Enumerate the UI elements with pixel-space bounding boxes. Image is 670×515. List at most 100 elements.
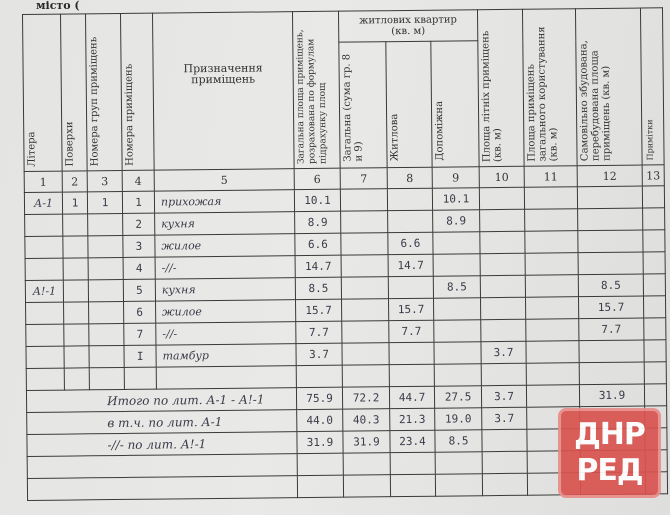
table-cell [63, 345, 90, 369]
table-cell: 6.6 [387, 232, 434, 255]
table-cell: 3 [122, 235, 156, 258]
table-cell: прихожая [154, 189, 295, 214]
totals-label [27, 475, 298, 501]
table-cell [644, 361, 667, 385]
table-cell [296, 365, 343, 388]
table-cell [433, 253, 481, 277]
header-unauthorized-area: Самовільно збудована, перебудована площа… [575, 8, 643, 166]
table-cell: -//- [155, 255, 296, 280]
totals-cell: 23.4 [389, 430, 436, 453]
table-cell [479, 231, 526, 254]
header-apartments-group: житлових квартир (кв. м) [338, 9, 478, 43]
table-cell: кухня [155, 277, 296, 302]
table-cell: 14.7 [295, 255, 342, 278]
header-total-area: Загальна площа приміщень, розрахована по… [292, 11, 341, 169]
column-number: 4 [122, 170, 155, 192]
table-cell [342, 364, 390, 388]
table-cell [88, 345, 125, 368]
table-cell: -//- [155, 321, 296, 346]
table-cell [24, 214, 63, 237]
column-number: 8 [387, 167, 433, 189]
table-cell [25, 324, 64, 347]
table-cell [88, 323, 124, 346]
totals-cell: 44.0 [296, 409, 343, 432]
column-number: 3 [87, 170, 123, 192]
table-cell: 5 [123, 279, 156, 302]
totals-cell: 8.5 [434, 429, 483, 453]
table-cell [62, 235, 89, 259]
column-number: 9 [432, 166, 480, 189]
table-cell [87, 213, 123, 236]
table-cell [577, 186, 643, 209]
table-cell [156, 365, 297, 390]
table-cell [577, 208, 643, 231]
table-cell: жилое [155, 299, 296, 324]
table-cell [88, 257, 124, 280]
table-cell: тамбур [155, 343, 297, 368]
table-cell: 7.7 [295, 321, 342, 344]
totals-label: в т.ч. по лит. А-1 [26, 409, 297, 435]
table-cell [480, 319, 526, 342]
table-cell: 10.1 [294, 189, 341, 212]
totals-cell: 21.3 [389, 408, 435, 431]
table-cell: 14.7 [388, 254, 434, 277]
totals-cell [526, 384, 580, 408]
totals-cell [390, 452, 436, 475]
table-cell [642, 207, 665, 231]
totals-cell [297, 475, 344, 498]
table-cell [525, 274, 579, 298]
column-number: 11 [524, 165, 578, 188]
totals-cell [343, 452, 391, 476]
table-cell: 15.7 [295, 299, 342, 322]
table-cell: 1 [122, 191, 155, 214]
table-cell [525, 340, 580, 364]
column-number: 7 [340, 167, 388, 190]
table-cell [643, 339, 667, 363]
totals-cell [482, 451, 528, 474]
table-cell: кухня [154, 211, 295, 236]
table-cell [481, 363, 527, 386]
table-cell [341, 298, 389, 322]
table-cell: жилое [154, 233, 296, 258]
table-cell [480, 275, 526, 298]
header-auxiliary: Допоміжна [430, 40, 480, 168]
table-cell: А!-1 [25, 280, 64, 303]
table-cell [479, 209, 525, 232]
header-living: Житлова [385, 41, 433, 168]
table-cell [88, 279, 124, 302]
table-cell [64, 367, 90, 391]
column-number: 1 [24, 171, 63, 193]
table-cell [643, 317, 666, 341]
totals-cell: 31.9 [296, 431, 344, 454]
table-cell [525, 318, 579, 342]
totals-cell [390, 474, 436, 497]
column-number: 12 [577, 165, 643, 187]
table-cell [341, 276, 389, 300]
table-cell: 8.9 [432, 209, 480, 233]
table-cell [341, 254, 389, 278]
totals-cell: 3.7 [481, 407, 527, 430]
table-cell [525, 252, 579, 276]
table-cell: 2 [122, 213, 155, 236]
table-cell [643, 273, 666, 297]
table-cell [25, 258, 64, 281]
table-cell [524, 186, 578, 210]
table-cell: 1 [87, 191, 123, 214]
table-cell [25, 302, 64, 325]
table-cell [341, 320, 389, 344]
totals-label: Итого по лит. А-1 - А!-1 [26, 387, 297, 413]
totals-cell: 72.2 [342, 386, 390, 410]
table-cell [340, 210, 388, 234]
table-cell [526, 362, 580, 386]
table-cell [579, 362, 645, 385]
table-cell [87, 235, 124, 258]
column-number: 2 [62, 170, 88, 193]
column-number: 5 [154, 168, 295, 192]
table-cell: 8.5 [433, 275, 481, 299]
table-cell: 1 [62, 191, 88, 215]
table-cell [432, 231, 481, 255]
totals-cell: 19.0 [434, 407, 482, 431]
table-cell [642, 229, 666, 253]
table-cell: 7.7 [578, 318, 644, 341]
